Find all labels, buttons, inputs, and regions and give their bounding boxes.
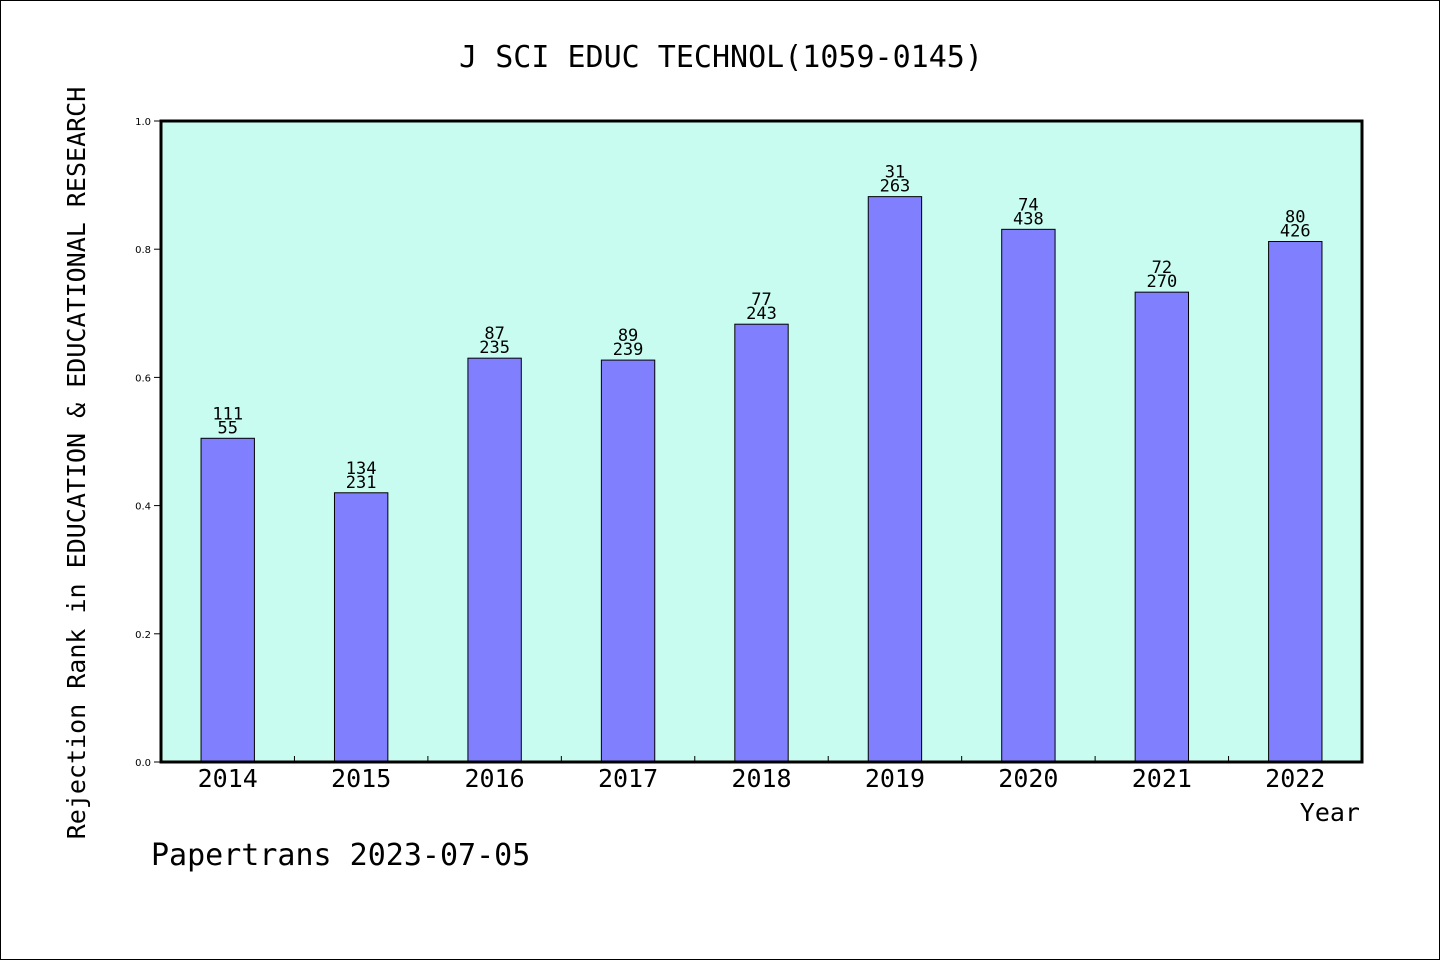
y-axis: 0.0 0.2 0.4 0.6 0.8 1.0 [135, 117, 161, 769]
bar-2019 [867, 196, 923, 763]
bar-label-bottom: 243 [746, 304, 777, 324]
x-axis: 2014 2015 2016 2017 2018 2019 2020 2021 2022 [198, 756, 1325, 793]
bar-label-top: 72 [1152, 258, 1172, 278]
bar-label-bottom: 270 [1146, 272, 1177, 292]
bar-2020 [1001, 228, 1056, 763]
x-tick-label: 2017 [598, 764, 658, 793]
plot-border [159, 119, 1364, 764]
bar-2022 [1268, 241, 1323, 763]
x-tick-label: 2015 [331, 764, 391, 793]
chart-title: J SCI EDUC TECHNOL(1059-0145) [459, 40, 983, 75]
bar-label-bottom: 263 [880, 177, 911, 197]
x-tick-label: 2018 [731, 764, 791, 793]
x-tick-label: 2020 [998, 764, 1058, 793]
y-tick-label: 0.0 [135, 758, 151, 769]
credit-text: Papertrans 2023-07-05 [151, 838, 530, 873]
bar-2018 [734, 323, 789, 763]
bar-2016 [467, 357, 522, 763]
bar-label-top: 80 [1285, 208, 1305, 228]
bar-label-bottom: 231 [346, 473, 377, 493]
bar-label-top: 77 [751, 290, 771, 310]
bar-label-bottom: 426 [1280, 222, 1311, 242]
y-tick-label: 0.6 [135, 373, 151, 384]
bar-2015 [333, 492, 389, 763]
y-axis-label: Rejection Rank in EDUCATION & EDUCATIONA… [62, 87, 91, 840]
bar-label-top: 74 [1018, 195, 1038, 215]
bar-label-top: 87 [484, 324, 504, 344]
bar-label-top: 31 [885, 163, 905, 183]
bars [200, 196, 1323, 763]
y-tick-label: 0.2 [135, 630, 151, 641]
y-tick-label: 1.0 [135, 117, 151, 128]
bar-2017 [600, 359, 656, 763]
bar-label-bottom: 235 [479, 338, 510, 358]
x-tick-label: 2019 [865, 764, 925, 793]
bar-label-top: 111 [212, 404, 243, 424]
bar-label-bottom: 438 [1013, 209, 1044, 229]
bar-2014 [200, 437, 255, 763]
bar-label-top: 134 [346, 459, 377, 479]
x-tick-label: 2014 [198, 764, 258, 793]
bar-2021 [1134, 291, 1190, 763]
bar-label-bottom: 239 [613, 340, 644, 360]
y-tick-label: 0.4 [135, 502, 151, 513]
x-tick-label: 2021 [1132, 764, 1192, 793]
y-tick-label: 0.8 [135, 245, 151, 256]
x-tick-label: 2022 [1265, 764, 1325, 793]
bar-label-top: 89 [618, 326, 638, 346]
bar-label-bottom: 55 [217, 418, 237, 438]
x-tick-label: 2016 [465, 764, 525, 793]
x-axis-label: Year [1300, 798, 1360, 827]
